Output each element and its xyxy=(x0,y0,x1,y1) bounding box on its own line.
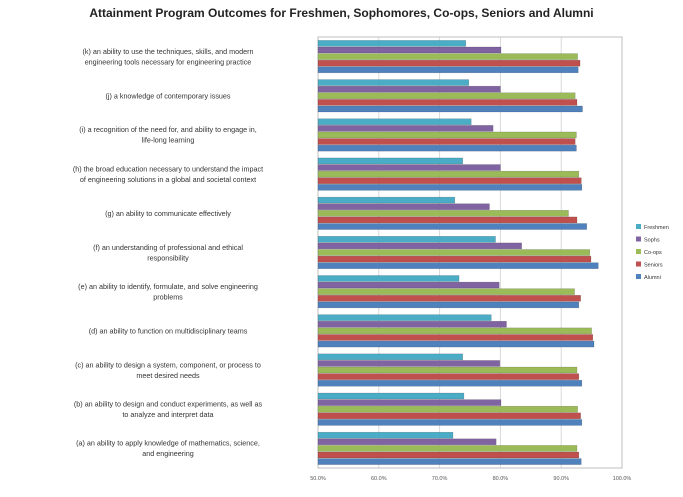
legend-swatch xyxy=(636,249,641,254)
bar-co-ops xyxy=(317,405,578,413)
bar-freshmen xyxy=(317,392,465,400)
legend-label: Alumni xyxy=(644,275,661,281)
bar-sophs xyxy=(317,360,501,367)
legend-swatch xyxy=(636,224,641,229)
legend-label: Freshmen xyxy=(644,225,669,231)
bar-sophs xyxy=(317,281,500,289)
bar-seniors xyxy=(317,373,580,380)
category-label: (f) an understanding of professional and… xyxy=(93,243,243,263)
bar-alumni xyxy=(317,379,583,387)
chart-title: Attainment Program Outcomes for Freshmen… xyxy=(89,6,594,20)
category-label: (j) a knowledge of contemporary issues xyxy=(105,91,230,100)
bar-seniors xyxy=(317,412,581,420)
category-label: (c) an ability to design a system, compo… xyxy=(75,360,261,380)
x-tick-label: 90.0% xyxy=(553,476,569,482)
bar-freshmen xyxy=(317,157,463,165)
bar-alumni xyxy=(317,184,583,191)
bar-freshmen xyxy=(317,196,456,204)
category-label: (i) a recognition of the need for, and a… xyxy=(79,125,256,145)
bar-sophs xyxy=(317,203,490,210)
category-label: (k) an ability to use the techniques, sk… xyxy=(83,47,254,67)
bar-alumni xyxy=(317,66,579,74)
category-label: (e) an ability to identify, formulate, a… xyxy=(78,282,258,302)
bar-co-ops xyxy=(317,210,569,217)
bar-alumni xyxy=(317,340,595,348)
x-tick-label: 100.0% xyxy=(613,476,632,482)
bar-sophs xyxy=(317,438,497,446)
legend-label: Sophs xyxy=(644,238,660,244)
bar-alumni xyxy=(317,301,580,309)
x-tick-label: 60.0% xyxy=(371,476,387,482)
legend-swatch xyxy=(636,274,641,279)
bar-co-ops xyxy=(317,288,575,295)
bar-co-ops xyxy=(317,92,576,100)
bar-alumni xyxy=(317,419,583,426)
bar-freshmen xyxy=(317,314,492,321)
bar-sophs xyxy=(317,242,522,250)
bar-co-ops xyxy=(317,366,578,374)
bar-co-ops xyxy=(317,53,578,60)
bar-seniors xyxy=(317,255,592,263)
x-tick-label: 80.0% xyxy=(493,476,509,482)
legend-label: Co-ops xyxy=(644,250,662,256)
bar-seniors xyxy=(317,295,581,302)
x-tick-label: 70.0% xyxy=(432,476,448,482)
bar-sophs xyxy=(317,125,494,132)
bar-alumni xyxy=(317,105,583,113)
bar-freshmen xyxy=(317,431,454,439)
bar-alumni xyxy=(317,223,587,230)
bar-seniors xyxy=(317,138,576,145)
bar-freshmen xyxy=(317,353,463,361)
bar-freshmen xyxy=(317,118,472,126)
bar-sophs xyxy=(317,164,501,171)
category-label: (g) an ability to communicate effectivel… xyxy=(105,209,231,218)
bar-seniors xyxy=(317,451,580,459)
bar-seniors xyxy=(317,99,578,106)
bar-co-ops xyxy=(317,445,578,452)
bar-sophs xyxy=(317,399,502,406)
bar-seniors xyxy=(317,334,594,341)
bar-seniors xyxy=(317,59,581,67)
bar-alumni xyxy=(317,144,577,152)
bar-co-ops xyxy=(317,249,591,256)
legend-label: Seniors xyxy=(644,263,663,269)
category-label: (d) an ability to function on multidisci… xyxy=(89,326,248,335)
bar-co-ops xyxy=(317,131,577,139)
x-tick-label: 50.0% xyxy=(310,476,326,482)
bar-freshmen xyxy=(317,236,496,243)
legend-swatch xyxy=(636,261,641,267)
bar-alumni xyxy=(317,262,599,269)
bar-seniors xyxy=(317,216,578,224)
category-label: (h) the broad education necessary to und… xyxy=(73,164,263,184)
category-label: (b) an ability to design and conduct exp… xyxy=(74,399,263,419)
bar-alumni xyxy=(317,458,582,465)
bar-sophs xyxy=(317,321,507,328)
bar-freshmen xyxy=(317,79,470,86)
bar-co-ops xyxy=(317,170,580,178)
category-label: (a) an ability to apply knowledge of mat… xyxy=(76,439,260,459)
bar-sophs xyxy=(317,46,502,54)
bar-freshmen xyxy=(317,275,460,282)
bar-freshmen xyxy=(317,40,466,47)
bar-sophs xyxy=(317,85,501,93)
bar-co-ops xyxy=(317,327,592,335)
bar-seniors xyxy=(317,177,582,184)
legend-swatch xyxy=(636,236,641,242)
